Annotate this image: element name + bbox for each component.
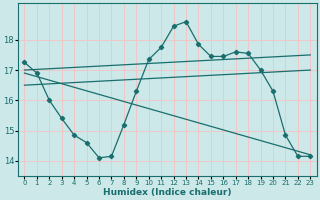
X-axis label: Humidex (Indice chaleur): Humidex (Indice chaleur) xyxy=(103,188,232,197)
